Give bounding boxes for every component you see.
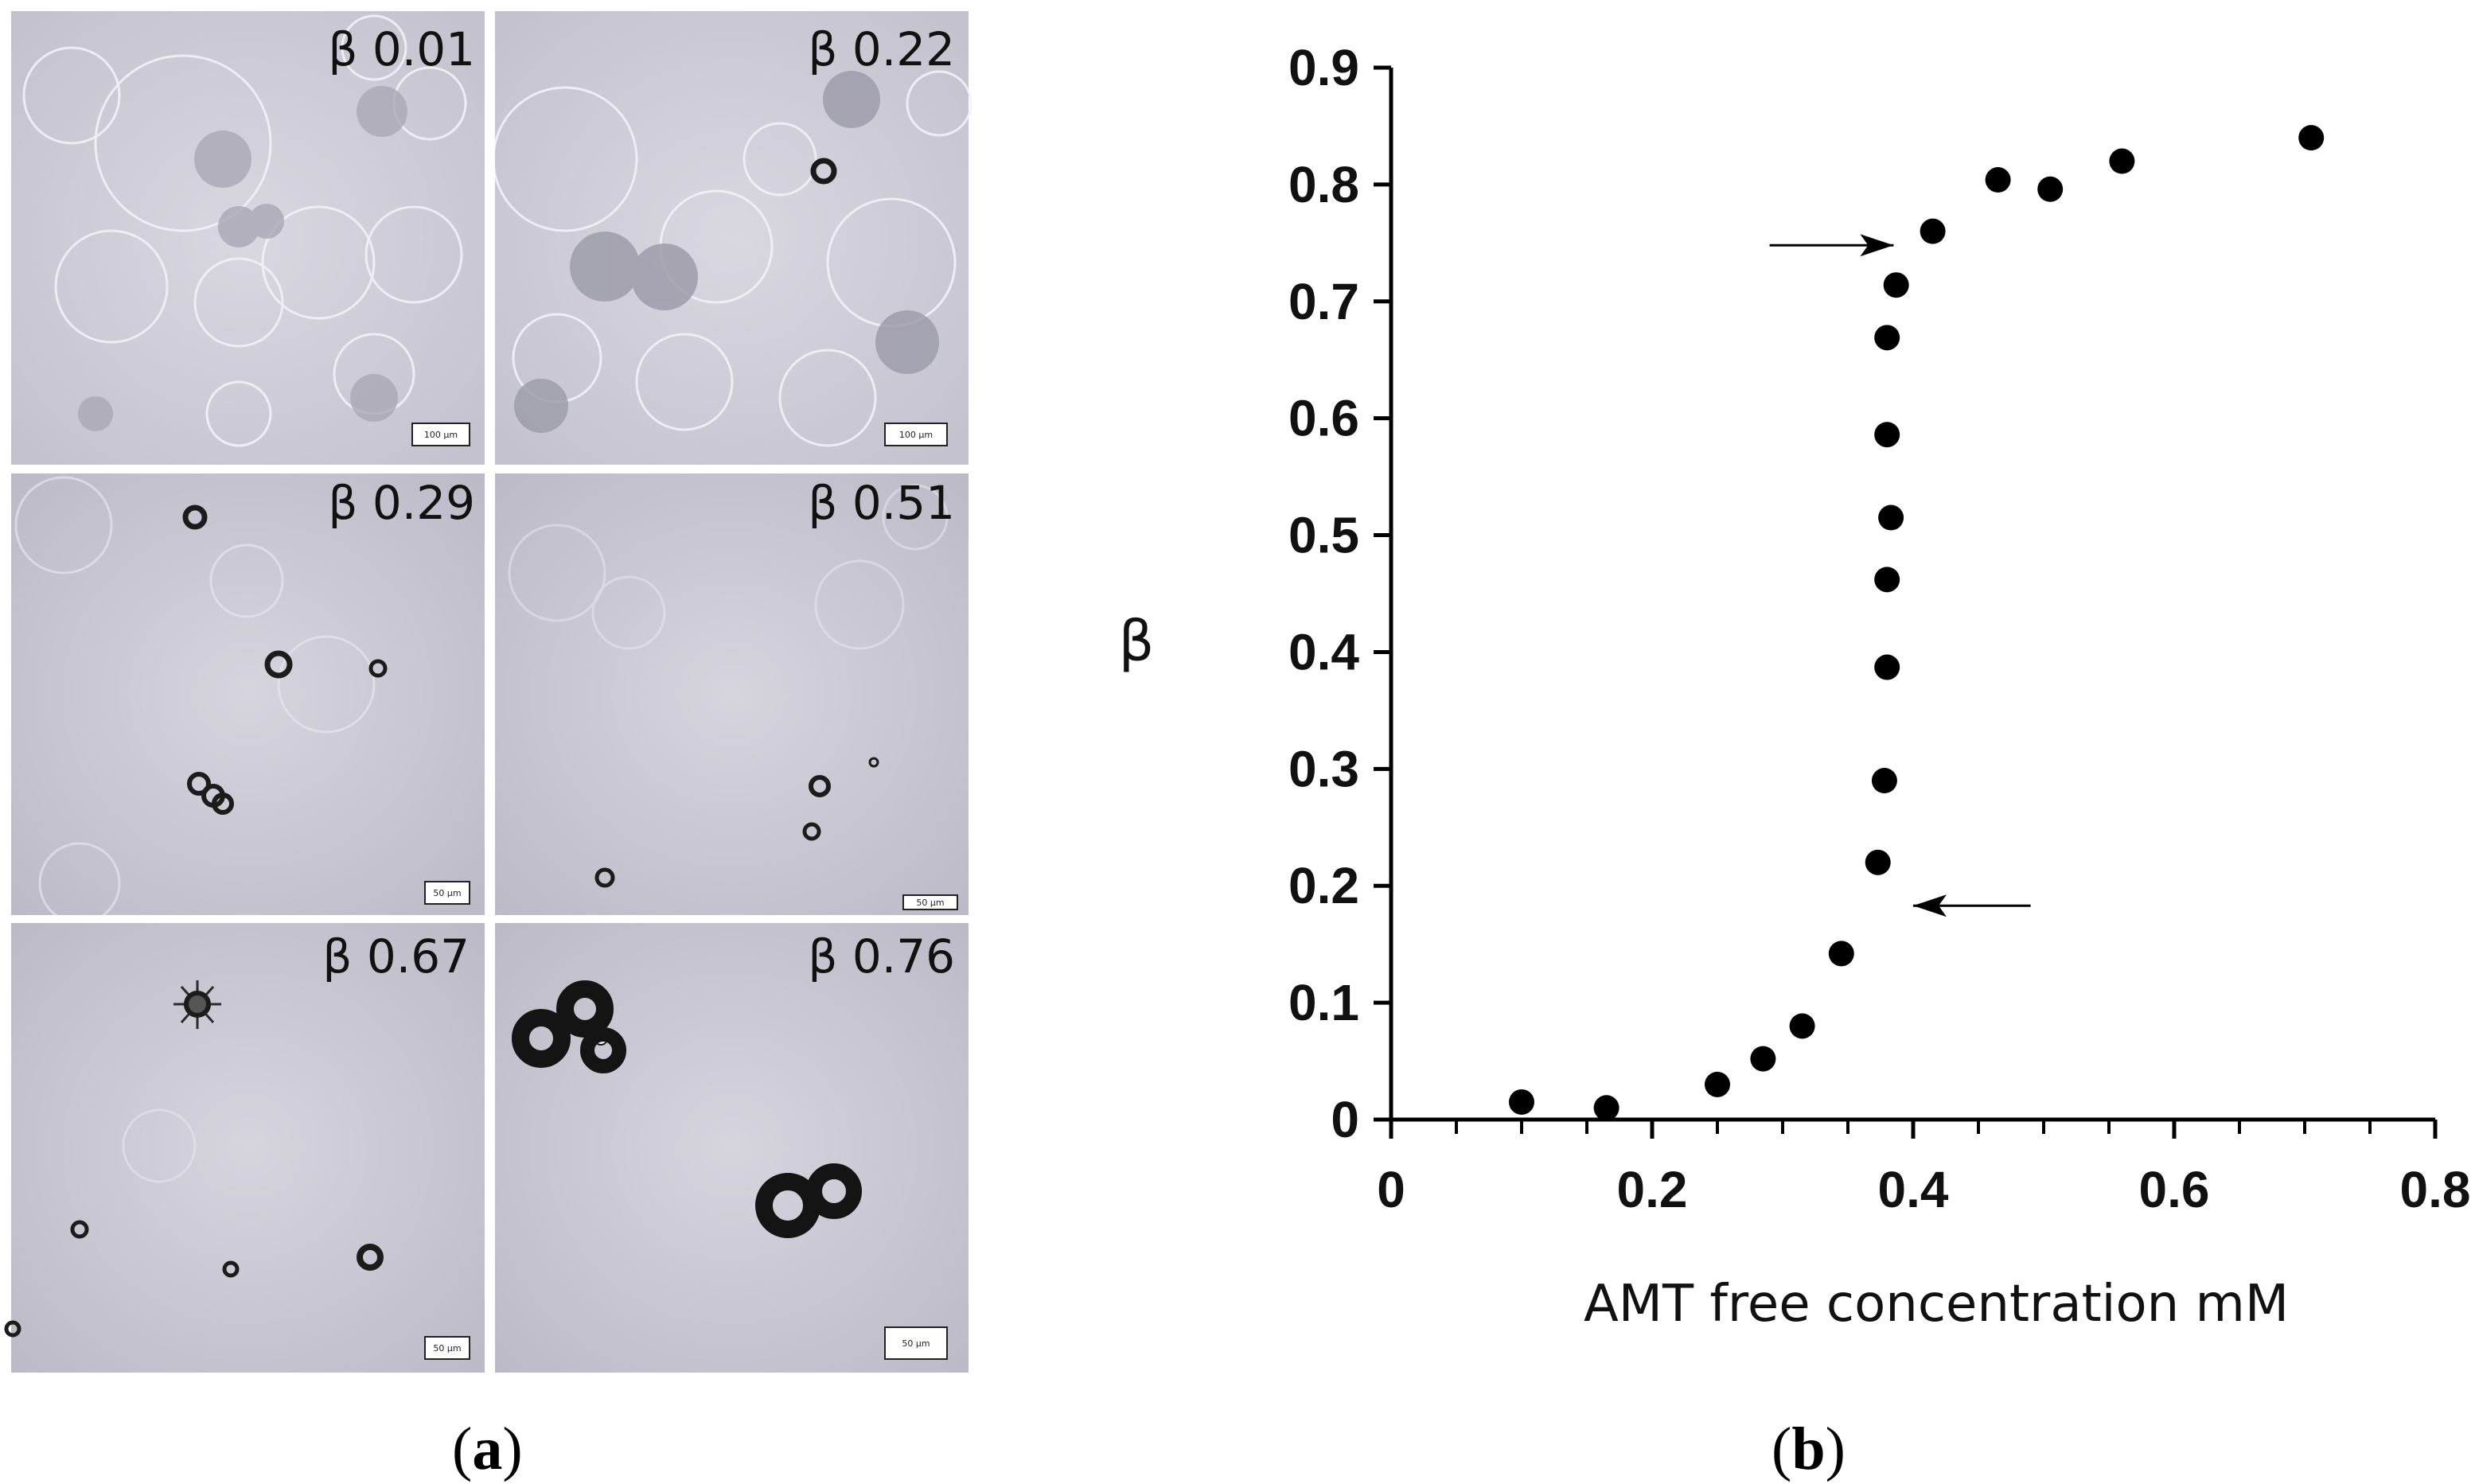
y-tick-label: 0.7 (1288, 273, 1359, 330)
scale-bar-3 (424, 881, 470, 905)
data-points (1509, 125, 2325, 1121)
scale-bar-label-3: 50 μm (433, 888, 461, 898)
x-tick-label: 0.8 (2400, 1161, 2471, 1218)
y-tick-label: 0.3 (1288, 740, 1359, 797)
data-point (2109, 148, 2135, 174)
y-tick-label: 0.2 (1288, 857, 1359, 914)
micro-tile-2 (492, 11, 972, 465)
beta-label-2: β 0.22 (808, 22, 955, 76)
data-point (2298, 125, 2325, 151)
data-point (1874, 325, 1900, 351)
annotation-arrows (1769, 234, 2031, 917)
scale-bar-label-6: 50 μm (902, 1338, 930, 1349)
data-point (1874, 422, 1900, 448)
data-point (1828, 941, 1854, 967)
data-point (1789, 1013, 1815, 1039)
beta-label-3: β 0.29 (328, 476, 475, 530)
beta-scatter-chart: 0 0.2 0.4 0.6 0.8 00.10.20.30.40.50.60.70.80… (1119, 39, 2471, 1334)
data-point (1865, 849, 1891, 875)
scale-bar-6 (884, 1326, 948, 1360)
data-point (1878, 504, 1904, 531)
scale-bar-1 (411, 423, 470, 446)
data-point (1705, 1071, 1730, 1097)
micro-tile-5 (4, 923, 485, 1373)
data-point (1874, 567, 1900, 593)
x-tick-labels: 0 0.2 0.4 0.6 0.8 (1377, 1161, 2470, 1218)
x-tick-label: 0.2 (1617, 1161, 1688, 1218)
micro-tile-6 (495, 923, 969, 1373)
data-point (1920, 218, 1946, 244)
beta-label-1: β 0.01 (328, 22, 475, 76)
x-tick-label: 0.4 (1878, 1161, 1949, 1218)
scale-bar-label-2: 100 μm (899, 430, 933, 440)
microscopy-grid: β 0.01 β 0.22 β 0.29 β 0.51 β 0.67 β 0.7… (0, 0, 979, 1385)
arrow-head (1913, 894, 1947, 917)
panel-a-label: (a) (452, 1416, 523, 1482)
x-tick-label: 0 (1377, 1161, 1405, 1218)
scale-bar-label-5: 50 μm (433, 1343, 461, 1354)
scale-bar-label-4: 50 μm (916, 898, 944, 908)
arrow-head (1860, 234, 1894, 257)
data-point (2037, 176, 2064, 202)
micro-tile-1 (11, 11, 485, 465)
data-point (1750, 1046, 1776, 1072)
data-point (1871, 768, 1897, 794)
data-point (1883, 272, 1909, 298)
y-tick-label: 0.6 (1288, 390, 1359, 447)
y-tick-label: 0.1 (1288, 974, 1359, 1031)
y-tick-label: 0 (1331, 1091, 1359, 1148)
y-tick-label: 0.9 (1288, 39, 1359, 96)
x-tick-label: 0.6 (2139, 1161, 2210, 1218)
y-tick-labels: 0 0.1 0.2 0.3 0.4 0.5 0.6 0.7 0.8 0.9 (1288, 39, 1359, 1148)
scale-bar-5 (424, 1336, 470, 1360)
y-tick-label: 0.8 (1288, 156, 1359, 213)
data-point (1509, 1089, 1534, 1115)
y-tick-label: 0.4 (1288, 623, 1359, 680)
chart-axes (1374, 65, 2438, 1139)
scale-bar-label-1: 100 μm (424, 430, 458, 440)
y-tick-label: 0.5 (1288, 507, 1359, 564)
beta-label-5: β 0.67 (322, 929, 470, 983)
scale-bar-2 (884, 423, 948, 446)
beta-label-4: β 0.51 (808, 476, 955, 530)
data-point (1985, 167, 2011, 193)
y-axis-label: β (1119, 609, 1155, 674)
beta-label-6: β 0.76 (808, 929, 955, 983)
panel-b-label: (b) (1771, 1416, 1846, 1482)
micro-tile-3 (11, 473, 485, 925)
data-point (1874, 654, 1900, 680)
scale-bar-4 (902, 894, 958, 910)
data-point (1593, 1095, 1619, 1121)
micro-tile-4 (495, 473, 969, 915)
x-axis-label: AMT free concentration mM (1584, 1275, 2289, 1334)
